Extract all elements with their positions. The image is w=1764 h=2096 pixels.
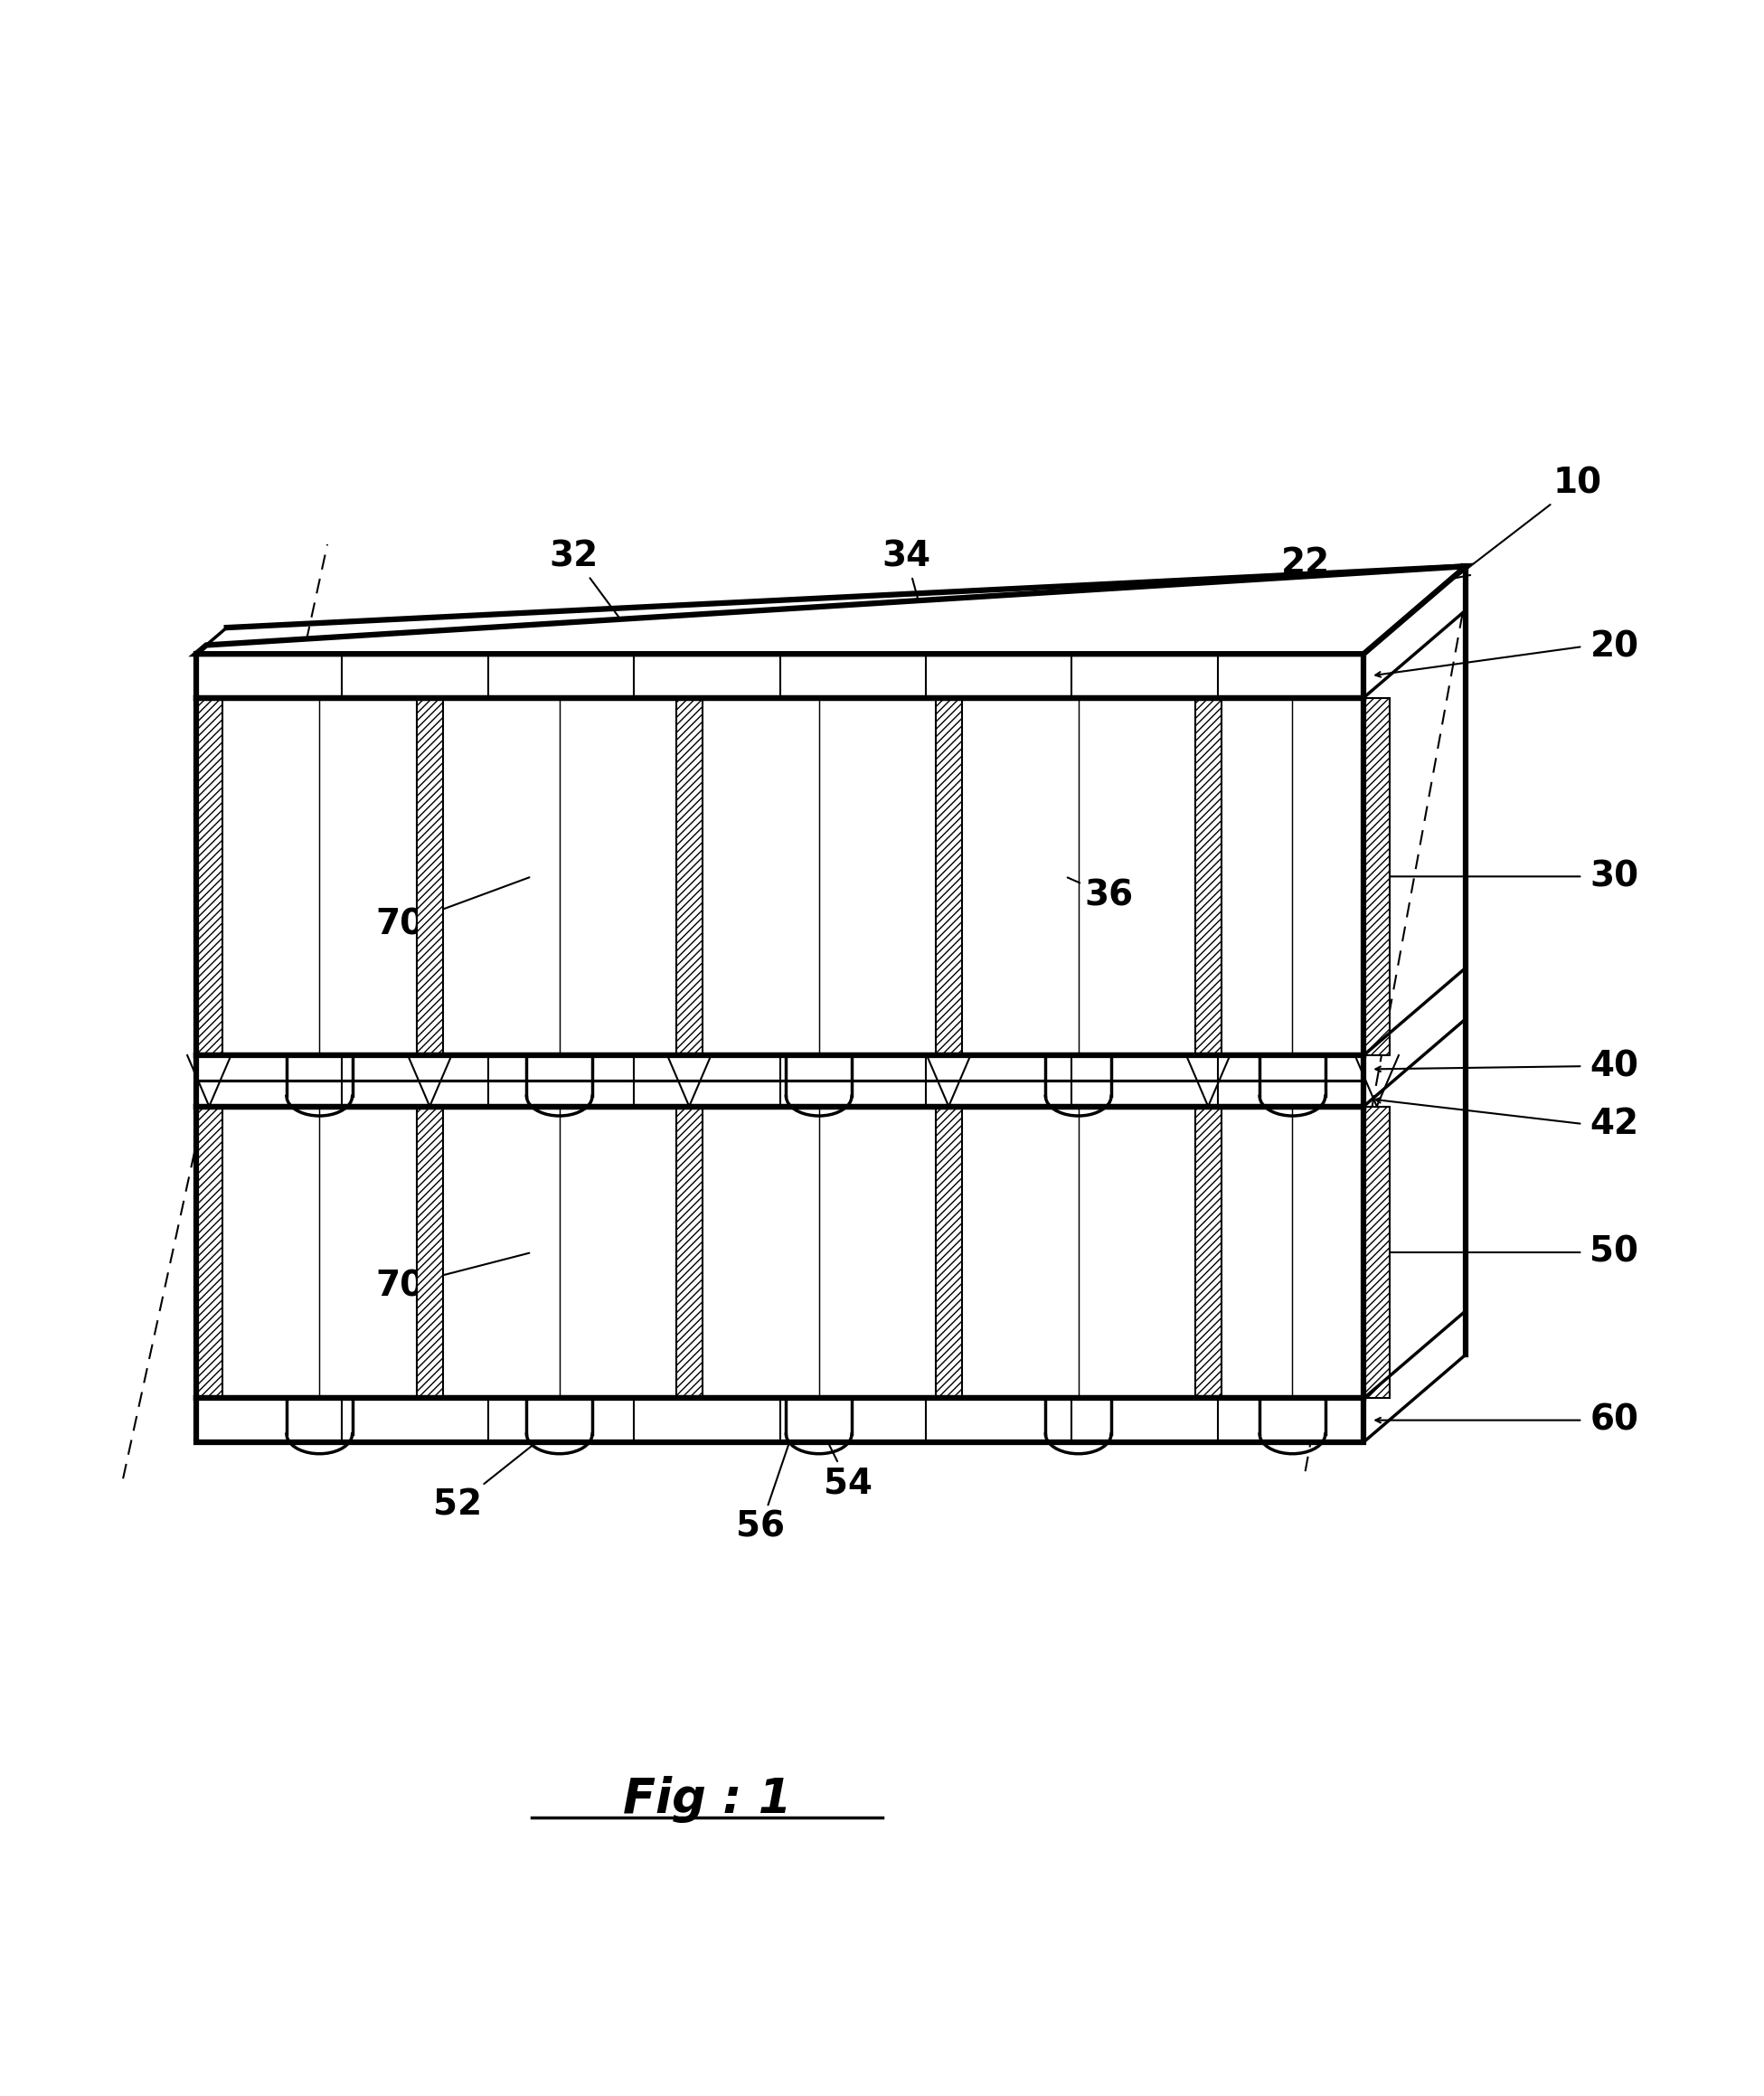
Text: 40: 40	[1589, 1050, 1639, 1084]
Polygon shape	[443, 698, 649, 1054]
Polygon shape	[935, 698, 961, 1054]
Polygon shape	[196, 1107, 222, 1398]
Text: 60: 60	[1589, 1402, 1639, 1438]
Polygon shape	[196, 1054, 1364, 1107]
Polygon shape	[443, 1107, 674, 1398]
Polygon shape	[676, 1107, 702, 1398]
Polygon shape	[222, 698, 390, 1054]
Text: 54: 54	[820, 1425, 873, 1501]
Polygon shape	[676, 698, 702, 1054]
Text: Fig : 1: Fig : 1	[623, 1775, 792, 1824]
Polygon shape	[1221, 698, 1337, 1054]
Polygon shape	[196, 1398, 1364, 1442]
Text: 50: 50	[1589, 1235, 1639, 1270]
Text: 32: 32	[549, 539, 688, 711]
Text: 56: 56	[736, 1400, 804, 1545]
Polygon shape	[961, 698, 1170, 1054]
Text: 34: 34	[882, 539, 947, 711]
Polygon shape	[1364, 1107, 1390, 1398]
Text: 70: 70	[376, 1253, 529, 1304]
Polygon shape	[702, 1107, 935, 1398]
Text: 22: 22	[1281, 547, 1330, 658]
Polygon shape	[416, 1107, 443, 1398]
Polygon shape	[1364, 698, 1390, 1054]
Text: 30: 30	[1589, 859, 1639, 893]
Text: 70: 70	[376, 878, 529, 941]
Text: 36: 36	[1067, 878, 1134, 914]
Polygon shape	[935, 1107, 961, 1398]
Polygon shape	[196, 566, 1466, 654]
Polygon shape	[961, 1107, 1194, 1398]
Polygon shape	[1194, 1107, 1221, 1398]
Text: 20: 20	[1589, 629, 1639, 664]
Polygon shape	[702, 698, 908, 1054]
Polygon shape	[196, 698, 222, 1054]
Text: 42: 42	[1589, 1107, 1639, 1140]
Polygon shape	[1221, 1107, 1362, 1398]
Polygon shape	[196, 654, 1364, 698]
Text: 10: 10	[1455, 465, 1602, 578]
Text: 52: 52	[432, 1425, 557, 1522]
Polygon shape	[1194, 698, 1221, 1054]
Polygon shape	[416, 698, 443, 1054]
Polygon shape	[222, 1107, 415, 1398]
